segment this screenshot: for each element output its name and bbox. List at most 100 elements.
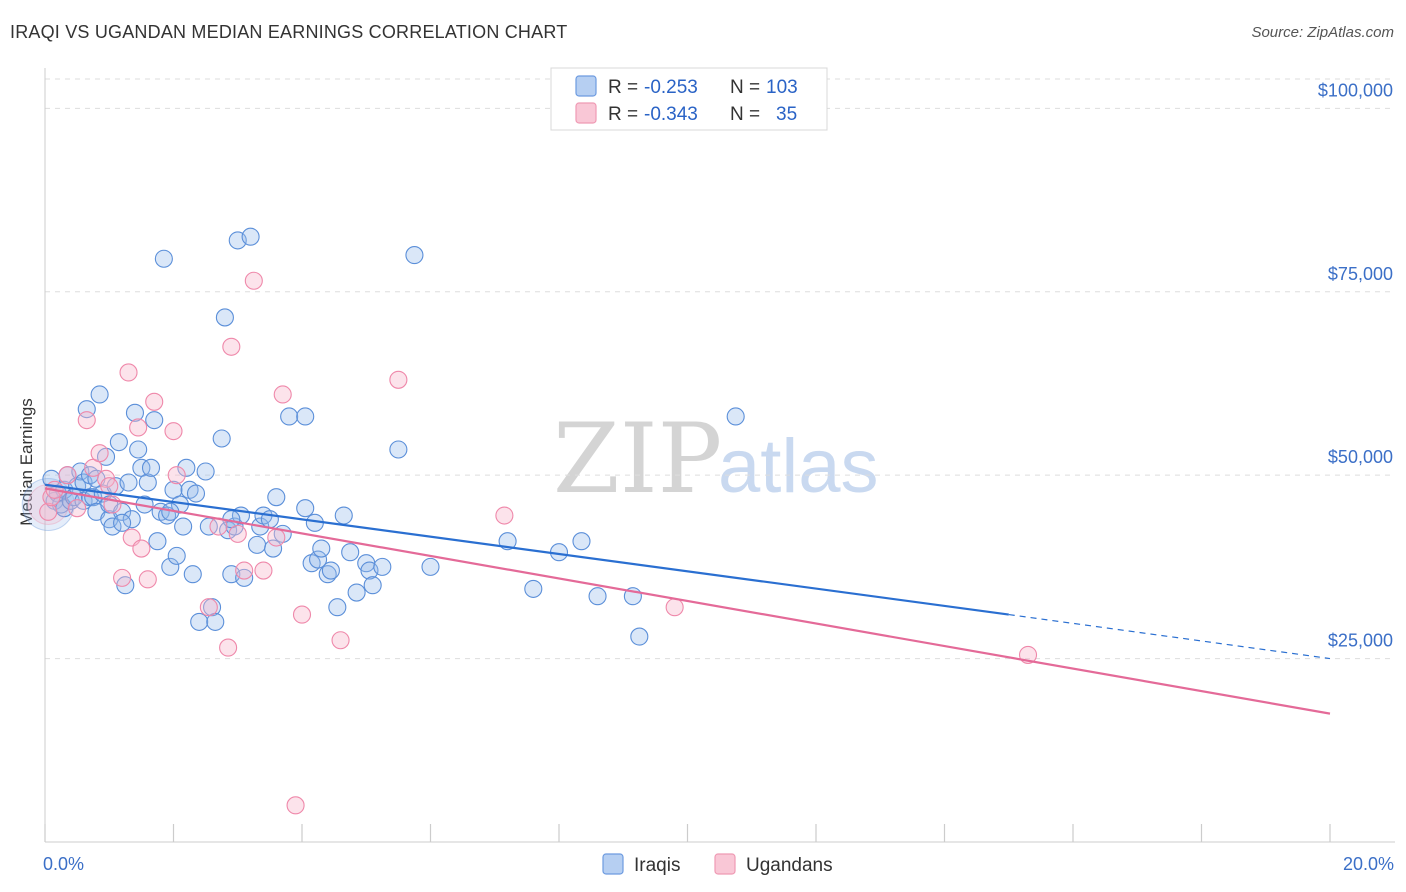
ugandan-point: [58, 466, 77, 485]
ugandan-point: [228, 524, 247, 543]
ugandan-point: [100, 477, 119, 496]
iraqi-point: [161, 557, 180, 576]
iraqi-point: [167, 546, 186, 565]
ugandan-point: [90, 444, 109, 463]
ugandan-point: [273, 385, 292, 404]
iraqi-point: [524, 579, 543, 598]
ugandan-point: [244, 271, 263, 290]
x-tick-label: 0.0%: [43, 854, 84, 874]
iraqi-point: [190, 612, 209, 631]
ugandan-trend-line: [44, 487, 1331, 715]
iraqi-point: [183, 565, 202, 584]
iraqi-point: [174, 517, 193, 536]
iraqi-point: [212, 429, 231, 448]
legend-swatch-ugandan: [575, 102, 597, 124]
ugandan-point: [222, 337, 241, 356]
legend-r-label-ugandan: R =: [608, 104, 638, 125]
ugandan-point: [199, 598, 218, 617]
iraqi-trend-line: [44, 483, 1009, 616]
y-axis-title: Median Earnings: [17, 398, 36, 526]
iraqi-point: [296, 499, 315, 518]
y-tick-label: $75,000: [1328, 264, 1393, 284]
iraqi-point: [215, 308, 234, 327]
iraqi-trend-extension: [1008, 613, 1331, 660]
iraqi-point: [280, 407, 299, 426]
y-tick-label: $100,000: [1318, 80, 1393, 100]
legend-r-value-iraqi: -0.253: [644, 77, 698, 98]
iraqi-point: [186, 484, 206, 503]
x-tick-label: 20.0%: [1343, 854, 1394, 874]
iraqi-point: [109, 433, 128, 452]
iraqi-point: [328, 598, 347, 617]
ugandan-point: [145, 392, 164, 411]
ugandan-point: [167, 466, 186, 485]
ugandan-point: [292, 605, 312, 624]
iraqi-point: [119, 473, 138, 492]
iraqi-point: [241, 227, 260, 246]
bottom-legend: Iraqis Ugandans: [602, 853, 833, 876]
iraqi-point: [373, 557, 392, 576]
y-axis-labels: $25,000 $50,000 $75,000 $100,000: [1318, 80, 1393, 650]
legend: R = -0.253 N = 103 R = -0.343 N = 35: [550, 67, 828, 131]
ugandan-point: [68, 499, 87, 518]
legend-n-value-ugandan: 35: [776, 104, 797, 125]
iraqi-point: [145, 411, 164, 430]
ugandan-point: [77, 411, 96, 430]
iraqi-point: [113, 513, 132, 532]
iraqi-point: [296, 407, 315, 426]
iraqi-point: [129, 440, 148, 459]
ugandan-point: [129, 418, 148, 437]
ugandan-points: [27, 271, 1038, 815]
legend-r-label-iraqi: R =: [608, 77, 638, 98]
iraqi-point: [247, 535, 267, 554]
iraqi-point: [138, 473, 157, 492]
ugandan-point: [286, 796, 305, 815]
ugandan-point: [132, 539, 151, 558]
ugandan-point: [665, 598, 684, 617]
axes: [44, 68, 1395, 843]
bottom-legend-swatch-iraqis: [602, 853, 624, 875]
iraqi-point: [726, 407, 745, 426]
iraqi-point: [177, 458, 196, 477]
ugandan-point: [119, 363, 138, 382]
iraqi-point: [235, 568, 254, 587]
iraqi-point: [90, 385, 109, 404]
ugandan-point: [331, 631, 350, 650]
iraqi-point: [141, 458, 161, 477]
iraqi-point: [630, 627, 649, 646]
source-label: Source: ZipAtlas.com: [1251, 24, 1394, 41]
iraqi-point: [264, 539, 283, 558]
y-tick-label: $50,000: [1328, 447, 1393, 467]
ugandan-point: [164, 422, 183, 441]
iraqi-point: [309, 550, 328, 569]
iraqi-point: [267, 488, 286, 507]
iraqi-point: [572, 532, 591, 551]
iraqi-point: [321, 561, 340, 580]
ugandan-point: [235, 561, 254, 580]
iraqi-point: [196, 462, 215, 481]
iraqi-point: [405, 246, 424, 265]
iraqi-point: [389, 440, 408, 459]
iraqi-point: [341, 543, 360, 562]
legend-box: [550, 67, 828, 131]
ugandan-point: [267, 528, 286, 547]
ugandan-point: [389, 370, 408, 389]
iraqi-point: [154, 249, 173, 268]
ugandan-point: [39, 502, 58, 521]
bottom-legend-swatch-ugandans: [714, 853, 736, 875]
watermark-atlas: atlas: [718, 424, 879, 509]
watermark-zip: ZIP: [553, 403, 722, 515]
legend-n-value-iraqi: 103: [766, 77, 798, 98]
ugandan-point: [138, 570, 157, 589]
ugandan-point: [113, 568, 132, 587]
chart-title: IRAQI VS UGANDAN MEDIAN EARNINGS CORRELA…: [10, 22, 568, 42]
y-tick-label: $25,000: [1328, 631, 1393, 651]
bottom-legend-iraqis: Iraqis: [634, 855, 680, 876]
legend-r-value-ugandan: -0.343: [644, 104, 698, 125]
iraqi-point: [421, 557, 440, 576]
iraqi-point: [122, 510, 141, 529]
legend-n-label-iraqi: N =: [730, 77, 760, 98]
iraqi-point: [148, 532, 167, 551]
iraqi-point: [363, 576, 382, 595]
